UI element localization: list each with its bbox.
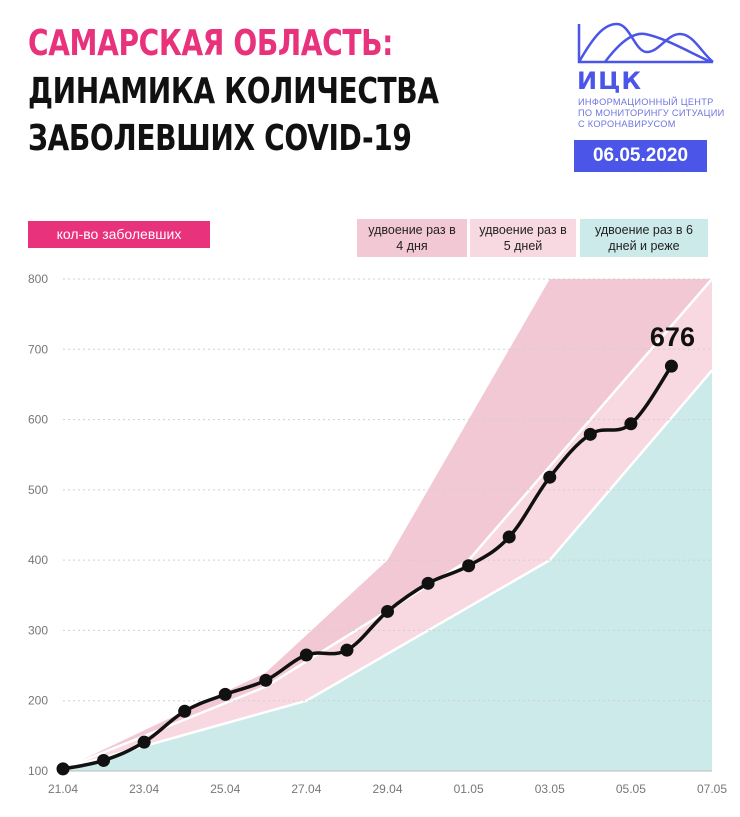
y-tick-label: 500 xyxy=(28,483,48,497)
data-point xyxy=(421,576,435,590)
legend-main-series: кол-во заболевших xyxy=(28,221,210,248)
data-point xyxy=(56,762,70,776)
logo-name: ИЦК xyxy=(577,67,642,95)
last-value-label: 676 xyxy=(650,322,695,352)
date-badge: 06.05.2020 xyxy=(574,140,707,172)
band-6-days xyxy=(63,370,712,771)
x-tick-label: 21.04 xyxy=(48,782,78,796)
ick-logo-icon xyxy=(577,22,714,64)
data-point xyxy=(381,604,394,618)
x-tick-label: 25.04 xyxy=(210,782,240,796)
x-tick-label: 01.05 xyxy=(454,782,484,796)
y-tick-label: 200 xyxy=(28,694,48,708)
data-point xyxy=(259,673,273,687)
legend-band-5-days: удвоение раз в 5 дней xyxy=(470,219,576,257)
x-tick-label: 07.05 xyxy=(697,782,727,796)
y-tick-label: 800 xyxy=(28,272,48,286)
legend-band-4-days: удвоение раз в 4 дня xyxy=(357,219,467,257)
data-point xyxy=(97,753,111,767)
title-line-2: ДИНАМИКА КОЛИЧЕСТВА xyxy=(28,71,439,112)
x-tick-label: 23.04 xyxy=(129,782,159,796)
y-tick-label: 100 xyxy=(28,764,48,778)
y-tick-label: 300 xyxy=(28,623,48,637)
data-point xyxy=(178,704,192,718)
x-tick-label: 27.04 xyxy=(291,782,321,796)
series-line xyxy=(62,365,673,771)
y-tick-label: 600 xyxy=(28,413,48,427)
data-point xyxy=(624,417,638,431)
data-point xyxy=(502,530,516,544)
title-line-1: САМАРСКАЯ ОБЛАСТЬ: xyxy=(28,23,393,64)
y-tick-label: 700 xyxy=(28,342,48,356)
data-point xyxy=(299,648,313,662)
data-point xyxy=(462,559,476,573)
title-line-3: ЗАБОЛЕВШИХ COVID-19 xyxy=(28,118,412,159)
data-point xyxy=(218,687,232,701)
data-point xyxy=(340,643,354,657)
x-tick-label: 03.05 xyxy=(535,782,565,796)
data-point xyxy=(664,359,678,373)
x-tick-label: 05.05 xyxy=(616,782,646,796)
data-point xyxy=(583,427,597,441)
y-tick-label: 400 xyxy=(28,553,48,567)
data-point xyxy=(137,735,151,749)
logo-subtitle: ИНФОРМАЦИОННЫЙ ЦЕНТР ПО МОНИТОРИНГУ СИТУ… xyxy=(578,97,725,129)
x-tick-label: 29.04 xyxy=(372,782,402,796)
data-point xyxy=(543,470,557,484)
legend-band-6-days: удвоение раз в 6 дней и реже xyxy=(580,219,708,257)
